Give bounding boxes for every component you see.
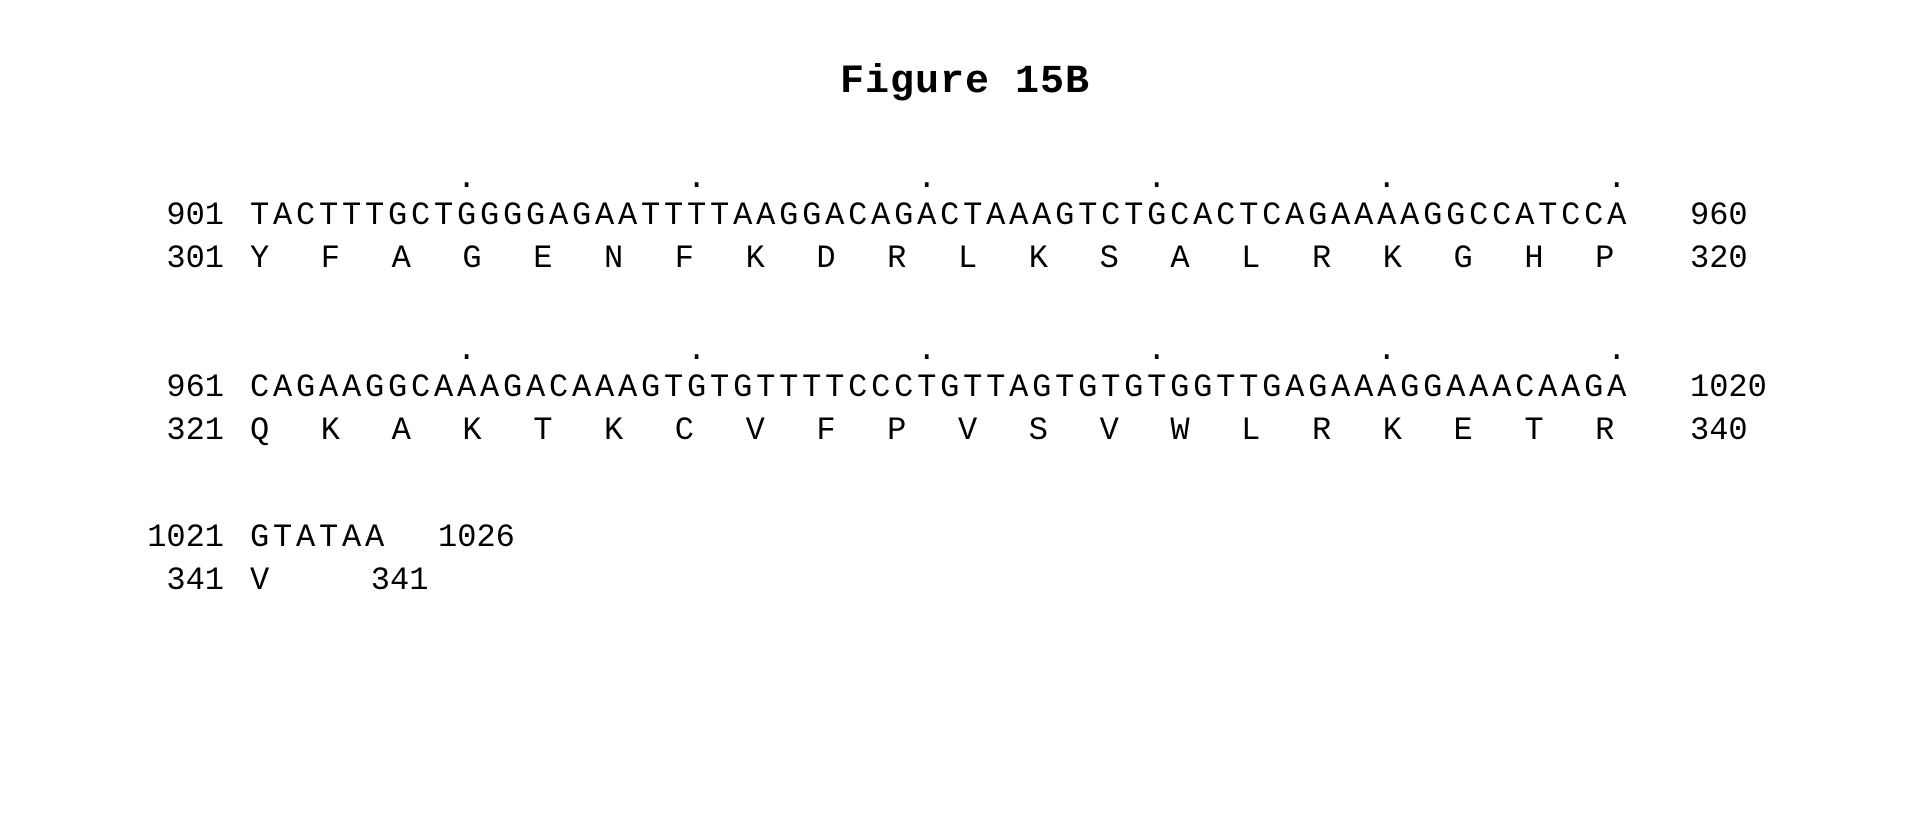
amino-acid-residue: R	[887, 240, 958, 277]
amino-acid-row: 341V341	[140, 562, 1790, 599]
amino-acid-residue: E	[533, 240, 604, 277]
amino-acid-residue: Y	[250, 240, 321, 277]
ruler-row: . . . . . .	[140, 175, 1790, 195]
amino-acid-residue: R	[1312, 240, 1383, 277]
amino-acid-residue: T	[1524, 412, 1595, 449]
amino-acid-residue: R	[1312, 412, 1383, 449]
nucleotide-end-index: 1020	[1670, 369, 1767, 406]
amino-acid-residue: A	[392, 240, 463, 277]
amino-acid-residue: T	[533, 412, 604, 449]
nucleotide-start-index: 1021	[140, 519, 250, 556]
amino-acid-residue: L	[1241, 240, 1312, 277]
amino-acid-residue: F	[321, 240, 392, 277]
nucleotide-sequence: GTATAA	[250, 519, 388, 556]
amino-acid-residue: V	[1100, 412, 1171, 449]
amino-acid-residue: F	[675, 240, 746, 277]
amino-acid-residue: S	[1029, 412, 1100, 449]
figure-title: Figure 15B	[140, 60, 1790, 105]
nucleotide-sequence: TACTTTGCTGGGGAGAATTTTAAGGACAGACTAAAGTCTG…	[250, 197, 1670, 234]
amino-acid-residue: F	[816, 412, 887, 449]
aa-end-index: 320	[1670, 240, 1748, 277]
amino-acid-residue: K	[1383, 240, 1454, 277]
amino-acid-residue: K	[462, 412, 533, 449]
amino-acid-residue: E	[1454, 412, 1525, 449]
aa-start-index: 301	[140, 240, 250, 277]
aa-start-index: 341	[140, 562, 250, 599]
amino-acid-residue: V	[250, 562, 321, 599]
amino-acid-residue: P	[1595, 240, 1666, 277]
amino-acid-residue: L	[958, 240, 1029, 277]
amino-acid-residue: G	[462, 240, 533, 277]
sequence-block: . . . . . .961CAGAAGGCAAAGACAAAGTGTGTTTT…	[140, 347, 1790, 449]
nucleotide-row: 961CAGAAGGCAAAGACAAAGTGTGTTTTCCCTGTTAGTG…	[140, 369, 1790, 406]
amino-acid-residue: Q	[250, 412, 321, 449]
amino-acid-residue: C	[675, 412, 746, 449]
nucleotide-start-index: 901	[140, 197, 250, 234]
sequence-block: 1021GTATAA1026 341V341	[140, 519, 1790, 599]
amino-acid-residue: P	[887, 412, 958, 449]
amino-acid-residue: K	[1029, 240, 1100, 277]
amino-acid-residue: V	[746, 412, 817, 449]
amino-acid-residue: V	[958, 412, 1029, 449]
nucleotide-sequence: CAGAAGGCAAAGACAAAGTGTGTTTTCCCTGTTAGTGTGT…	[250, 369, 1670, 406]
ruler-marks: . . . . . .	[250, 335, 1630, 367]
amino-acid-residue: W	[1170, 412, 1241, 449]
amino-acid-residue: D	[816, 240, 887, 277]
amino-acid-residue: S	[1100, 240, 1171, 277]
nucleotide-row: 901TACTTTGCTGGGGAGAATTTTAAGGACAGACTAAAGT…	[140, 197, 1790, 234]
sequence-figure-page: Figure 15B . . . . . .901TACTTTGCTGGGGAG…	[0, 0, 1930, 729]
amino-acid-sequence: V	[250, 562, 321, 599]
amino-acid-residue: A	[1170, 240, 1241, 277]
sequence-block: . . . . . .901TACTTTGCTGGGGAGAATTTTAAGGA…	[140, 175, 1790, 277]
nucleotide-row: 1021GTATAA1026	[140, 519, 1790, 556]
amino-acid-residue: A	[392, 412, 463, 449]
amino-acid-residue: K	[604, 412, 675, 449]
amino-acid-residue: K	[1383, 412, 1454, 449]
amino-acid-residue: N	[604, 240, 675, 277]
nucleotide-end-index: 1026	[388, 519, 515, 556]
amino-acid-row: 321QKAKTKCVFPVSVWLRKETR340	[140, 412, 1790, 449]
amino-acid-residue: R	[1595, 412, 1666, 449]
nucleotide-end-index: 960	[1670, 197, 1748, 234]
aa-end-index: 340	[1670, 412, 1748, 449]
amino-acid-row: 301YFAGENFKDRLKSALRKGHP320	[140, 240, 1790, 277]
amino-acid-residue: K	[321, 412, 392, 449]
amino-acid-sequence: QKAKTKCVFPVSVWLRKETR	[250, 412, 1670, 449]
amino-acid-residue: G	[1454, 240, 1525, 277]
ruler-row: . . . . . .	[140, 347, 1790, 367]
amino-acid-sequence: YFAGENFKDRLKSALRKGHP	[250, 240, 1670, 277]
ruler-marks: . . . . . .	[250, 163, 1630, 195]
amino-acid-residue: L	[1241, 412, 1312, 449]
aa-start-index: 321	[140, 412, 250, 449]
aa-end-index: 341	[321, 562, 429, 599]
amino-acid-residue: K	[746, 240, 817, 277]
amino-acid-residue: H	[1524, 240, 1595, 277]
nucleotide-start-index: 961	[140, 369, 250, 406]
sequence-blocks-container: . . . . . .901TACTTTGCTGGGGAGAATTTTAAGGA…	[140, 175, 1790, 599]
